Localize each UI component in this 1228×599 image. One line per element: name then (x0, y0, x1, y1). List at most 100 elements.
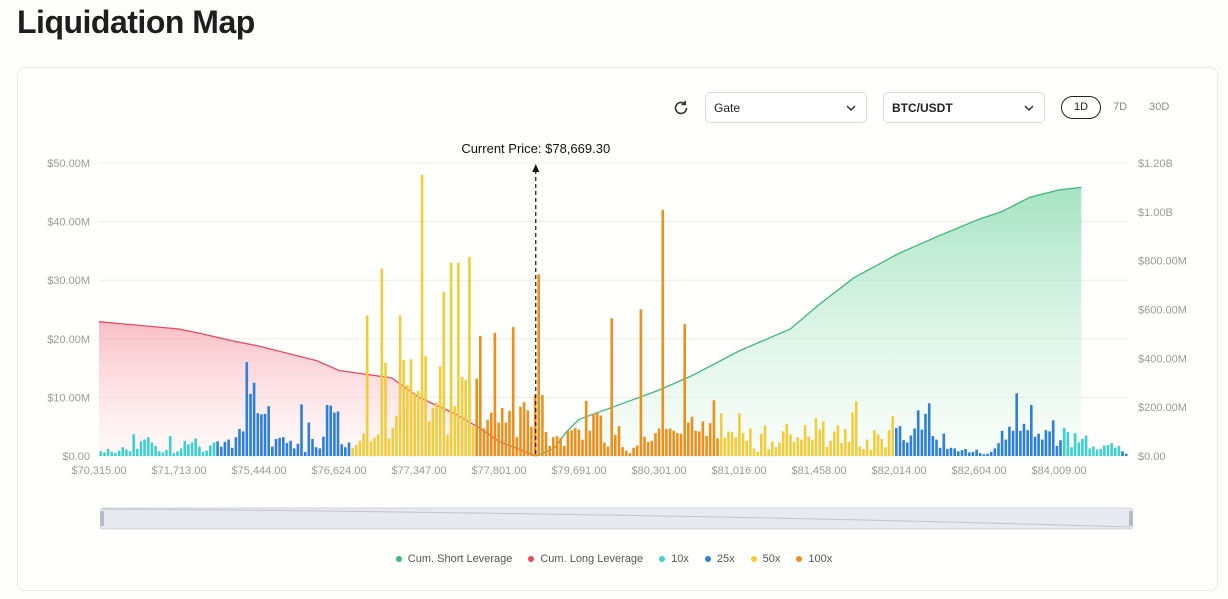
liquidation-bar (1055, 446, 1059, 456)
liquidation-bar (873, 430, 876, 456)
refresh-icon[interactable] (671, 98, 691, 118)
liquidation-bar (712, 400, 716, 456)
liquidation-bar (318, 448, 322, 456)
liquidation-bar (329, 405, 332, 456)
liquidation-bar (811, 440, 814, 456)
period-1d-button[interactable]: 1D (1061, 96, 1102, 119)
liquidation-bar (785, 423, 789, 456)
liquidation-bar (705, 436, 708, 456)
liquidation-bar (103, 452, 106, 456)
legend-label: 100x (808, 553, 833, 565)
liquidation-bar (479, 335, 482, 456)
liquidation-bar (566, 430, 570, 456)
legend-dot (796, 556, 803, 562)
liquidation-bar (190, 442, 194, 456)
liquidation-bar (406, 385, 409, 456)
liquidation-bar (683, 324, 686, 456)
liquidation-bar (997, 443, 1000, 456)
liquidation-bar (220, 446, 223, 456)
slider-handle-left[interactable] (100, 511, 104, 526)
liquidation-bar (942, 433, 946, 456)
liquidation-bar (876, 434, 880, 456)
liquidation-bar (588, 430, 592, 456)
liquidation-bar (767, 449, 770, 456)
period-7d-button[interactable]: 7D (1113, 101, 1128, 113)
liquidation-bar (1092, 446, 1095, 456)
period-30d-button[interactable]: 30D (1149, 101, 1170, 113)
liquidation-bar (781, 431, 785, 456)
legend-cum-long[interactable]: Cum. Long Leverage (528, 553, 643, 565)
liquidation-bar (128, 451, 132, 456)
liquidation-bar (760, 433, 763, 456)
x-tick-label: $81,458.00 (791, 465, 846, 477)
liquidation-bar (347, 442, 351, 456)
liquidation-bar (449, 262, 453, 456)
chevron-down-icon (846, 104, 856, 111)
liquidation-bar (694, 430, 697, 456)
liquidation-bar (807, 436, 810, 456)
liquidation-bar (271, 446, 274, 456)
cum-short-line (535, 186, 1082, 457)
liquidation-bar (592, 413, 595, 456)
legend-100x[interactable]: 100x (796, 553, 832, 565)
liquidation-bar (522, 402, 526, 456)
current-price-label: Current Price: $78,669.30 (461, 141, 610, 156)
liquidation-bar (690, 416, 694, 456)
legend-50x[interactable]: 50x (750, 553, 780, 565)
liquidation-bar (654, 433, 657, 456)
pair-select[interactable]: BTC/USDT (883, 92, 1045, 123)
liquidation-bar (628, 453, 632, 456)
liquidation-bar (453, 406, 457, 456)
liquidation-bar (716, 438, 719, 456)
liquidation-bar (1066, 432, 1070, 456)
liquidation-bar (212, 442, 216, 456)
liquidation-bar (665, 429, 668, 456)
liquidation-bar (971, 451, 975, 456)
liquidation-bar (778, 442, 781, 456)
liquidation-bar (949, 447, 953, 456)
legend-cum-short[interactable]: Cum. Short Leverage (395, 553, 512, 565)
liquidation-bar (428, 421, 431, 456)
period-toggle: 1D 7D 30D (1061, 96, 1181, 119)
liquidation-bar (800, 439, 803, 456)
liquidation-bar (756, 451, 759, 456)
slider-handle-right[interactable] (1129, 511, 1133, 526)
liquidation-bar (610, 318, 613, 456)
liquidation-bar (351, 447, 354, 456)
legend-25x[interactable]: 25x (704, 553, 735, 565)
x-tick-label: $82,014.00 (871, 465, 926, 477)
liquidation-bar (734, 437, 738, 456)
liquidation-bar (978, 453, 982, 456)
legend-dot (659, 556, 666, 562)
liquidation-bar (183, 440, 187, 456)
exchange-select[interactable]: Gate (705, 92, 867, 123)
liquidation-bar (468, 256, 471, 456)
liquidation-bar (993, 448, 997, 456)
liquidation-bar (902, 440, 905, 456)
liquidation-bar (143, 439, 146, 456)
liquidation-bar (552, 437, 555, 456)
liquidation-bar (1117, 446, 1121, 456)
liquidation-bar (661, 209, 665, 456)
pair-select-value: BTC/USDT (892, 100, 953, 115)
liquidation-bar (500, 407, 504, 456)
liquidation-bar (975, 449, 978, 456)
liquidation-bar (796, 437, 800, 456)
liquidation-bar (555, 436, 559, 456)
liquidation-bar (121, 447, 124, 456)
liquidation-bar (595, 412, 599, 456)
legend-10x[interactable]: 10x (659, 553, 689, 565)
liquidation-bar (584, 400, 588, 456)
liquidation-bar (822, 421, 825, 456)
liquidation-bar (402, 359, 405, 456)
liquidation-bar (916, 410, 920, 456)
liquidation-bar (559, 437, 562, 456)
x-tick-label: $80,301.00 (631, 465, 686, 477)
liquidation-bar (621, 447, 624, 456)
zoom-slider[interactable] (100, 507, 1133, 530)
page-title: Liquidation Map (17, 4, 255, 40)
liquidation-bar (858, 446, 862, 456)
y-right-tick-label: $1.20B (1138, 158, 1173, 170)
legend-dot (750, 556, 757, 562)
